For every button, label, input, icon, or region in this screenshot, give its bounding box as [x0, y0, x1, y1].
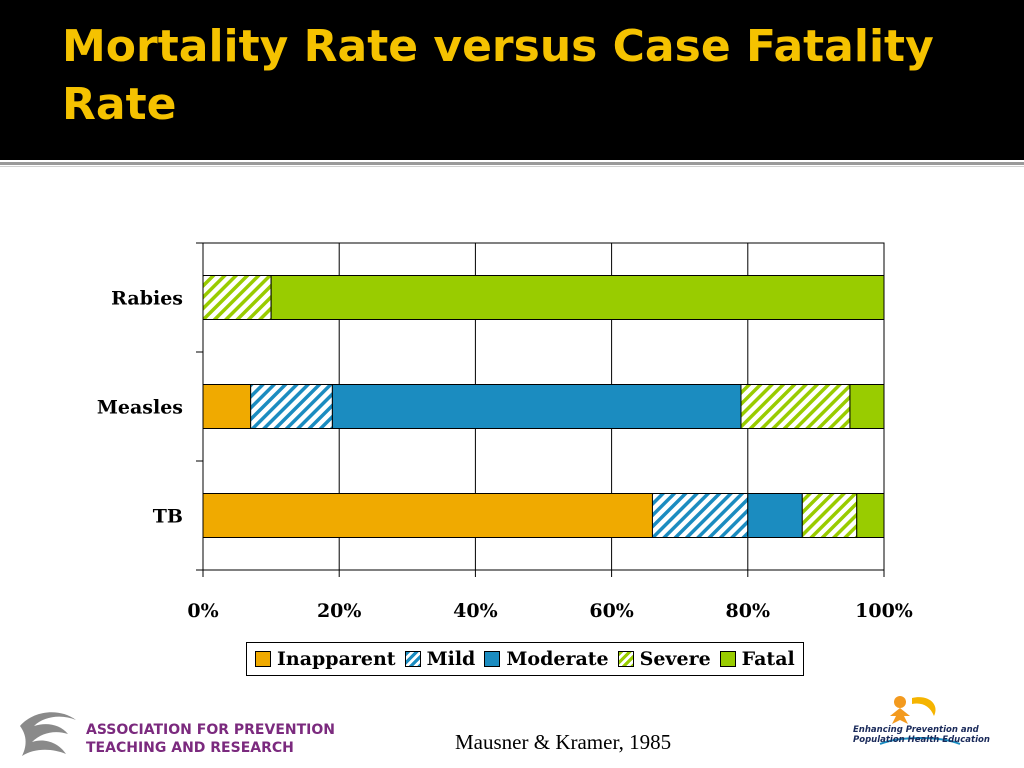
legend-item-inapparent: Inapparent — [255, 648, 396, 670]
bar-measles-moderate — [331, 384, 742, 429]
x-tick-label: 100% — [855, 600, 913, 622]
aptr-logo — [20, 712, 76, 756]
bars-layer — [202, 275, 885, 538]
legend-label-moderate: Moderate — [506, 648, 609, 670]
bar-rabies-fatal — [270, 275, 885, 320]
ep-logo-line-2: Population Health Education — [853, 735, 990, 745]
x-tick-label: 0% — [187, 600, 218, 622]
title-bar — [0, 0, 1024, 160]
x-tick-label: 20% — [317, 600, 362, 622]
legend-label-fatal: Fatal — [741, 648, 795, 670]
ep-logo-text: Enhancing Prevention and Population Heal… — [853, 725, 990, 745]
legend-label-severe: Severe — [639, 648, 711, 670]
labels-layer: 0% 20% 40% 60% 80% 100% Rabies Measles TB — [97, 288, 913, 623]
legend-item-moderate: Moderate — [484, 648, 609, 670]
bar-measles-severe — [740, 384, 851, 429]
legend-swatch-severe — [617, 651, 634, 667]
legend-label-mild: Mild — [426, 648, 476, 670]
title-divider — [0, 162, 1024, 165]
aptr-logo-line-2: TEACHING AND RESEARCH — [86, 740, 294, 756]
ep-logo — [879, 696, 961, 745]
x-tick-label: 80% — [726, 600, 771, 622]
legend-label-inapparent: Inapparent — [277, 648, 396, 670]
bar-tb-moderate — [747, 493, 803, 538]
bar-rabies-severe — [202, 275, 272, 320]
legend-swatch-moderate — [484, 651, 501, 667]
category-label-tb: TB — [153, 506, 183, 528]
axis-layer — [196, 242, 885, 577]
citation: Mausner & Kramer, 1985 — [455, 730, 672, 754]
bar-tb-fatal — [856, 493, 885, 538]
bar-tb-severe — [801, 493, 858, 538]
title-divider-thin — [0, 166, 1024, 167]
stacked-bar-chart: 0% 20% 40% 60% 80% 100% Rabies Measles TB — [97, 242, 913, 623]
legend-item-severe: Severe — [617, 648, 711, 670]
legend-swatch-mild — [404, 651, 421, 667]
legend-item-mild: Mild — [404, 648, 476, 670]
bar-measles-fatal — [849, 384, 885, 429]
category-label-measles: Measles — [97, 397, 183, 419]
legend-item-fatal: Fatal — [719, 648, 795, 670]
aptr-logo-line-1: ASSOCIATION FOR PREVENTION — [86, 722, 335, 738]
legend-swatch-inapparent — [255, 651, 271, 667]
category-label-rabies: Rabies — [111, 288, 183, 310]
x-tick-label: 40% — [453, 600, 498, 622]
chart-legend: Inapparent Mild Moderate Severe Fatal — [246, 642, 804, 676]
slide-title: Mortality Rate versus Case Fatality Rate — [62, 21, 934, 130]
legend-swatch-fatal — [719, 651, 736, 667]
bar-measles-inapparent — [202, 384, 252, 429]
bar-tb-mild — [651, 493, 749, 538]
aptr-logo-text: ASSOCIATION FOR PREVENTION TEACHING AND … — [86, 721, 335, 757]
bar-measles-mild — [250, 384, 333, 429]
x-tick-label: 60% — [589, 600, 634, 622]
ep-logo-line-1: Enhancing Prevention and — [853, 725, 979, 735]
bar-tb-inapparent — [202, 493, 653, 538]
